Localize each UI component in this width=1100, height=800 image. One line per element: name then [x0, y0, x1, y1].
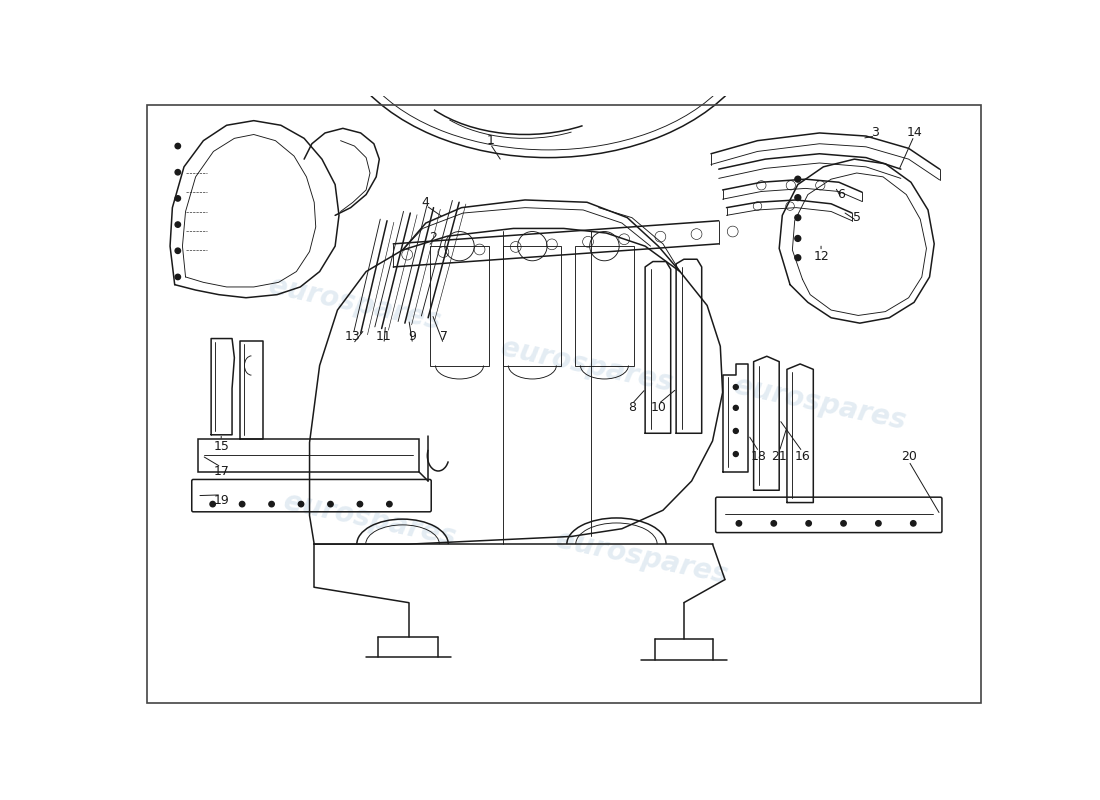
Bar — [504, 246, 561, 366]
Text: 13: 13 — [345, 330, 361, 342]
Text: 18: 18 — [751, 450, 767, 463]
Text: eurospares: eurospares — [282, 487, 459, 551]
Circle shape — [911, 521, 916, 526]
Circle shape — [734, 451, 738, 457]
Text: 11: 11 — [376, 330, 392, 342]
Circle shape — [795, 194, 801, 201]
Circle shape — [771, 521, 777, 526]
Circle shape — [175, 222, 180, 227]
Circle shape — [734, 429, 738, 434]
Text: 9: 9 — [409, 330, 417, 342]
Text: 12: 12 — [813, 250, 829, 262]
Circle shape — [175, 143, 180, 149]
Circle shape — [175, 248, 180, 254]
Circle shape — [387, 502, 392, 506]
Circle shape — [795, 176, 801, 182]
Circle shape — [298, 502, 304, 506]
Circle shape — [840, 521, 846, 526]
Text: 1: 1 — [486, 134, 494, 147]
Text: 8: 8 — [628, 402, 636, 414]
Circle shape — [806, 521, 812, 526]
Text: 21: 21 — [771, 450, 788, 463]
Circle shape — [175, 170, 180, 175]
Text: 20: 20 — [901, 450, 916, 463]
Text: 4: 4 — [422, 196, 430, 209]
Text: 10: 10 — [650, 402, 667, 414]
Text: 5: 5 — [852, 211, 860, 224]
Text: 14: 14 — [906, 126, 922, 139]
Circle shape — [175, 274, 180, 280]
Circle shape — [734, 385, 738, 390]
Text: 19: 19 — [213, 494, 229, 506]
Text: 6: 6 — [837, 188, 845, 201]
Text: 7: 7 — [440, 330, 448, 342]
Text: 15: 15 — [213, 440, 229, 453]
Circle shape — [795, 235, 801, 242]
Circle shape — [795, 254, 801, 261]
Circle shape — [358, 502, 363, 506]
Bar — [430, 246, 488, 366]
Circle shape — [795, 214, 801, 221]
Text: eurospares: eurospares — [498, 334, 675, 398]
Text: 2: 2 — [430, 231, 438, 244]
Bar — [575, 246, 634, 366]
Text: eurospares: eurospares — [552, 526, 730, 590]
Text: 3: 3 — [871, 126, 879, 139]
Circle shape — [736, 521, 741, 526]
Circle shape — [240, 502, 245, 506]
Text: eurospares: eurospares — [266, 272, 443, 336]
Circle shape — [328, 502, 333, 506]
Text: 16: 16 — [794, 450, 811, 463]
Text: 17: 17 — [213, 466, 229, 478]
Text: eurospares: eurospares — [730, 372, 909, 436]
Circle shape — [210, 502, 216, 506]
Circle shape — [175, 196, 180, 201]
Circle shape — [268, 502, 274, 506]
Circle shape — [876, 521, 881, 526]
Circle shape — [734, 406, 738, 410]
Bar — [198, 439, 419, 472]
